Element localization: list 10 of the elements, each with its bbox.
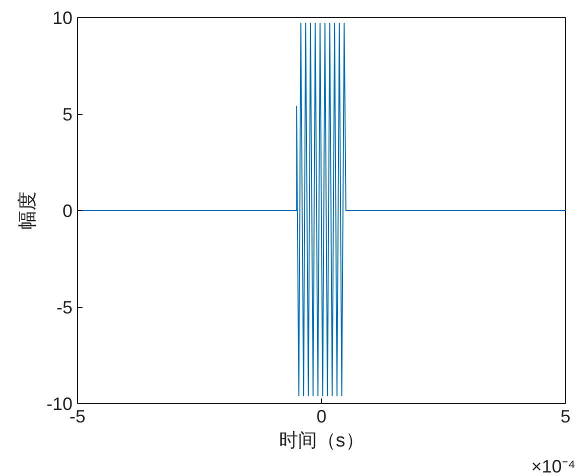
y-tick-label: -5 [56, 298, 73, 318]
y-tick-label: 5 [62, 104, 73, 124]
text: ×10⁻⁴ [531, 456, 576, 476]
x-axis-title: 时间（s） [278, 430, 364, 452]
y-tick-label: 10 [52, 8, 73, 28]
y-tick-label: 0 [62, 201, 73, 221]
y-tick-label: -10 [46, 394, 72, 414]
y-axis-title: 幅度 [16, 192, 38, 230]
x-tick-label: 5 [560, 406, 571, 426]
x-tick-label: 0 [316, 406, 327, 426]
